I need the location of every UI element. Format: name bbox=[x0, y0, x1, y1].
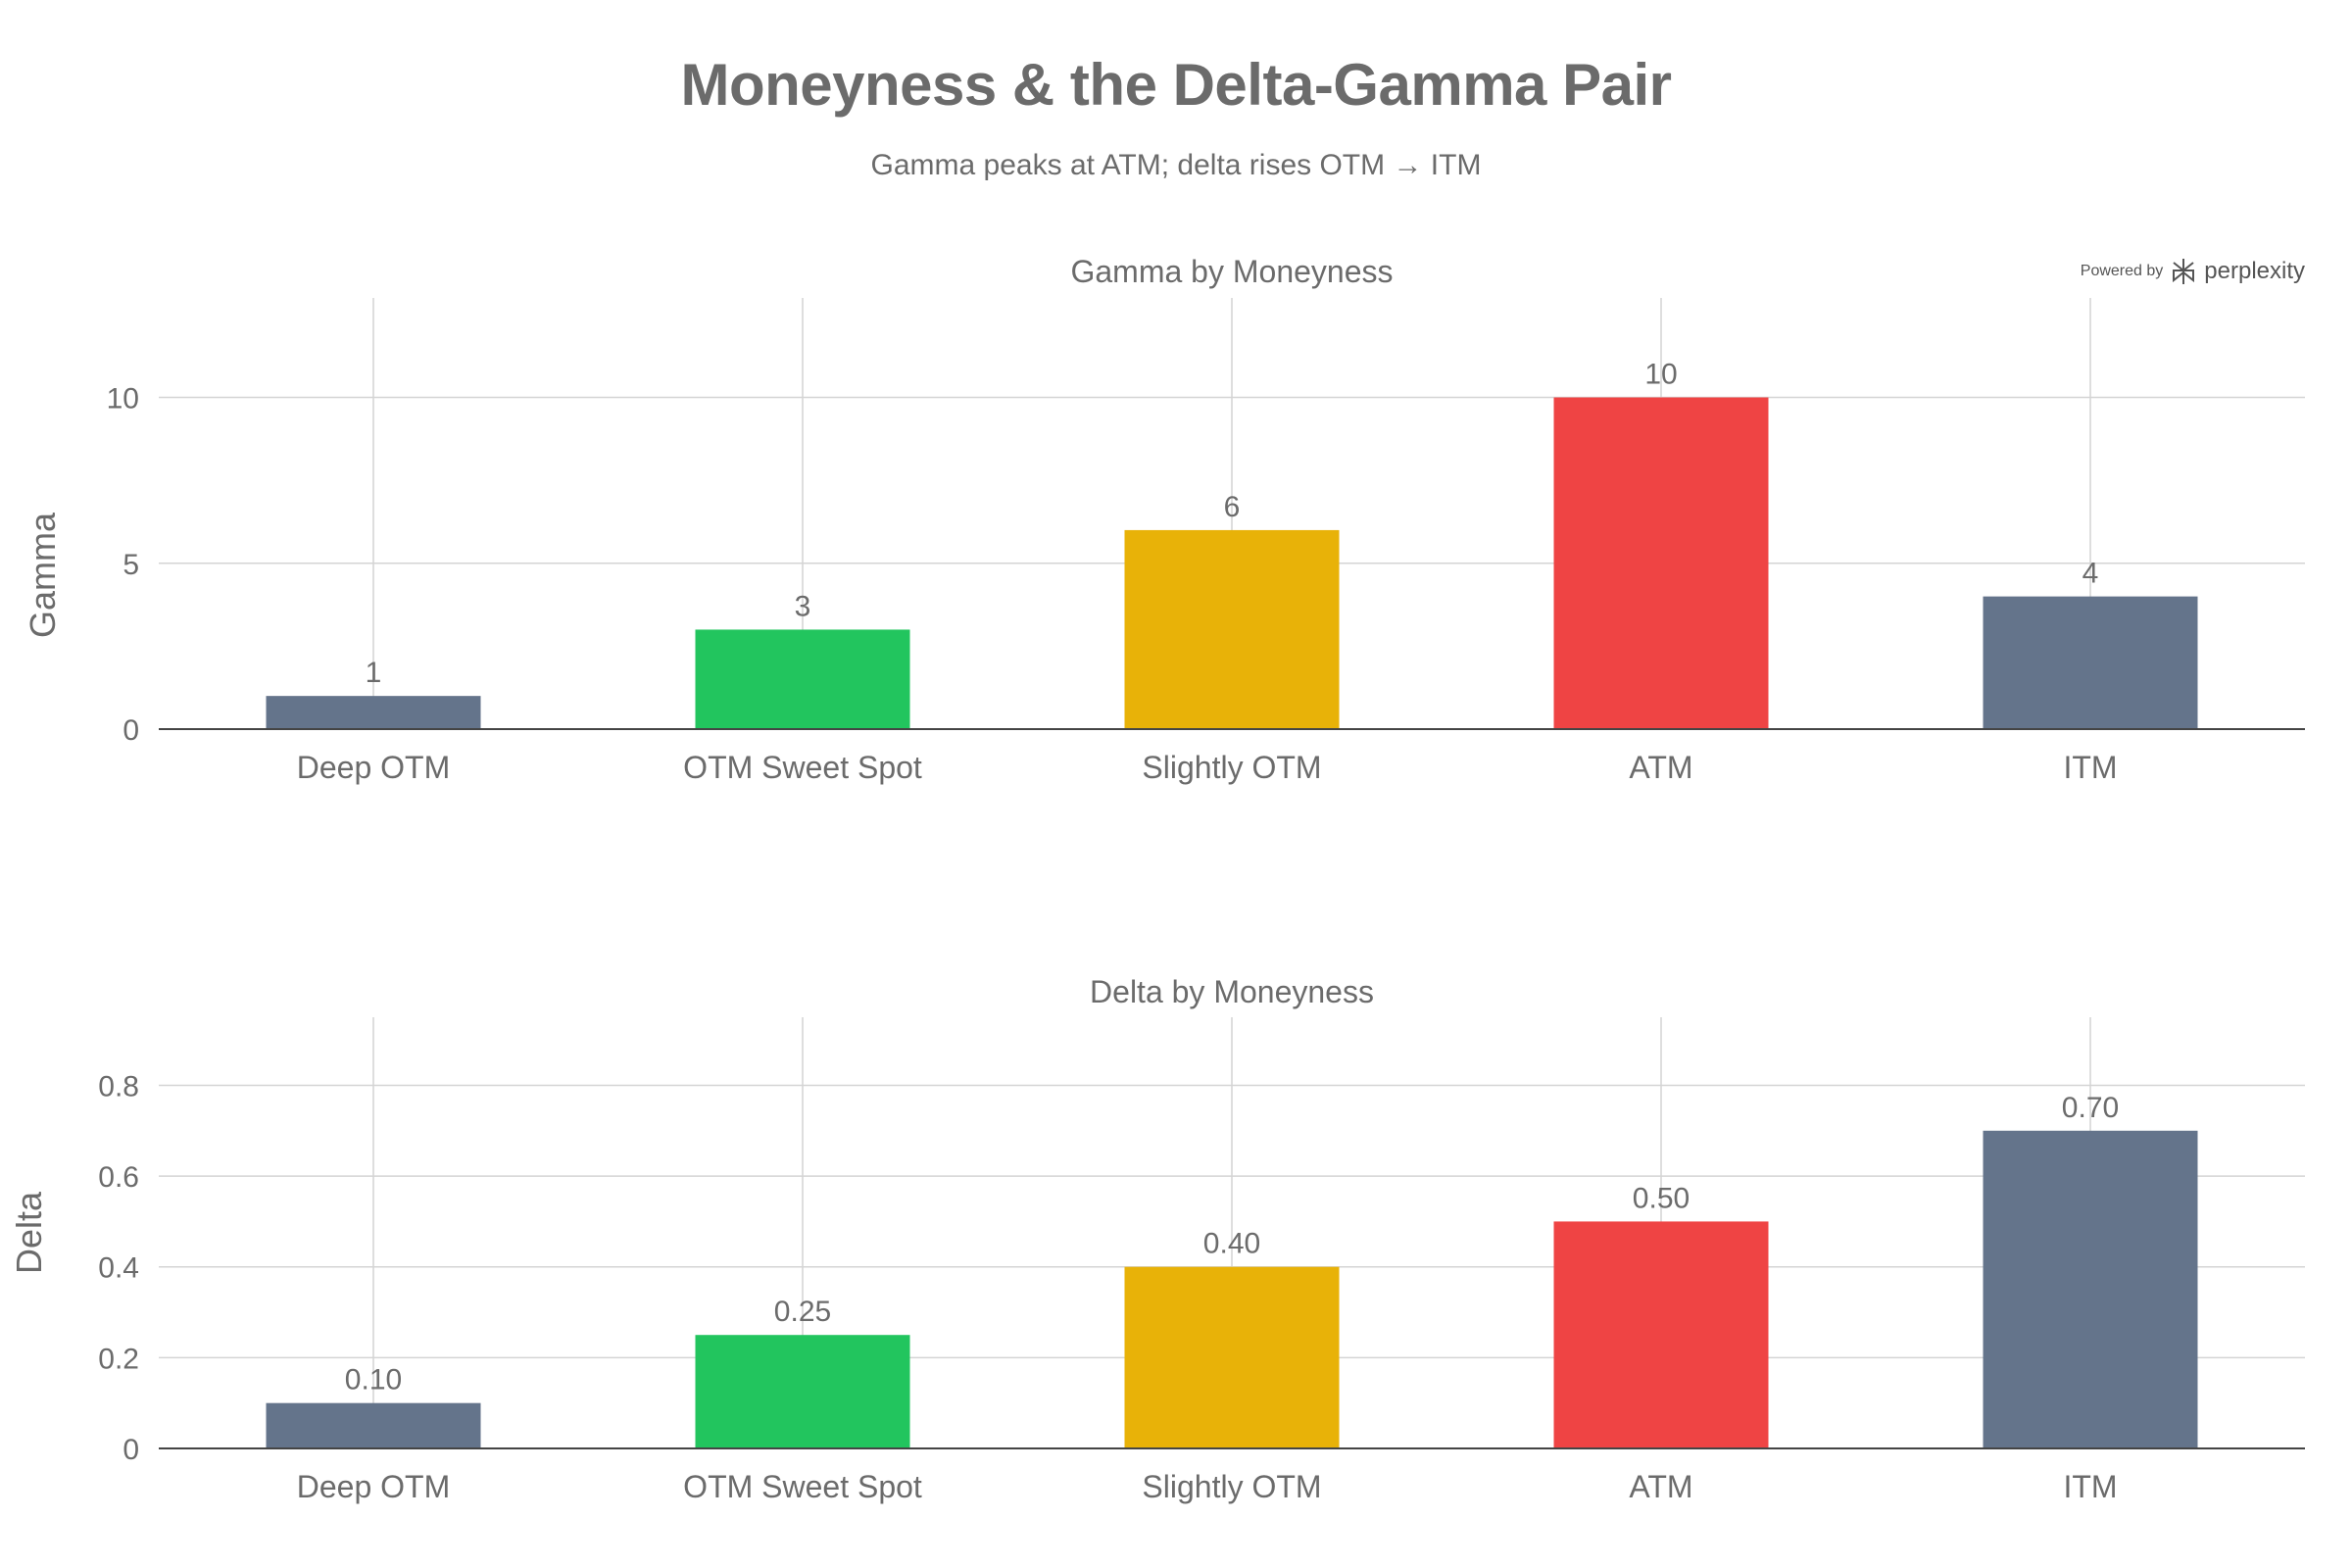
gamma-y-tick-label: 10 bbox=[107, 383, 139, 416]
gamma-x-tick-label: ATM bbox=[1629, 750, 1692, 785]
gamma-bar bbox=[1983, 596, 2198, 729]
delta-y-tick-label: 0.8 bbox=[98, 1070, 139, 1102]
gamma-bar bbox=[695, 629, 910, 729]
delta-y-axis-label: Delta bbox=[9, 1191, 49, 1274]
gamma-x-tick-label: ITM bbox=[2063, 750, 2117, 785]
delta-bar-value-label: 0.25 bbox=[774, 1296, 831, 1328]
gamma-bar bbox=[1553, 397, 1769, 729]
perplexity-brand-name: perplexity bbox=[2204, 258, 2305, 284]
delta-bar bbox=[695, 1335, 910, 1448]
delta-x-tick-label: Slightly OTM bbox=[1142, 1469, 1321, 1504]
gamma-x-tick-label: Slightly OTM bbox=[1142, 750, 1321, 785]
delta-y-tick-label: 0.6 bbox=[98, 1161, 139, 1194]
chart-main-subtitle: Gamma peaks at ATM; delta rises OTM → IT… bbox=[870, 149, 1482, 181]
gamma-bar bbox=[1124, 529, 1340, 729]
delta-x-tick-label: ATM bbox=[1629, 1469, 1692, 1504]
delta-x-tick-label: OTM Sweet Spot bbox=[683, 1469, 922, 1504]
gamma-x-tick-label: OTM Sweet Spot bbox=[683, 750, 922, 785]
gamma-bar-value-label: 3 bbox=[795, 590, 811, 622]
gamma-bar bbox=[266, 696, 481, 729]
perplexity-logo-icon bbox=[2173, 259, 2195, 284]
delta-y-tick-label: 0.4 bbox=[98, 1252, 139, 1285]
delta-y-tick-label: 0.2 bbox=[98, 1343, 139, 1375]
delta-bar bbox=[266, 1402, 481, 1448]
gamma-y-axis-label: Gamma bbox=[23, 512, 63, 638]
delta-x-tick-label: Deep OTM bbox=[297, 1469, 450, 1504]
delta-x-tick-label: ITM bbox=[2063, 1469, 2117, 1504]
gamma-x-tick-label: Deep OTM bbox=[297, 750, 450, 785]
gamma-subplot-title: Gamma by Moneyness bbox=[1070, 254, 1393, 289]
gamma-bar-value-label: 10 bbox=[1644, 359, 1677, 391]
gamma-bar-value-label: 4 bbox=[2082, 558, 2099, 590]
chart-main-title: Moneyness & the Delta-Gamma Pair bbox=[680, 52, 1672, 118]
powered-by-label: Powered by bbox=[2080, 263, 2164, 279]
delta-bar-value-label: 0.40 bbox=[1203, 1228, 1260, 1260]
delta-y-tick-label: 0 bbox=[122, 1434, 139, 1466]
gamma-bar-value-label: 1 bbox=[366, 657, 382, 689]
delta-subplot-title: Delta by Moneyness bbox=[1090, 974, 1374, 1009]
delta-bar-value-label: 0.10 bbox=[345, 1364, 402, 1396]
delta-bar bbox=[1983, 1130, 2198, 1448]
delta-bar bbox=[1553, 1221, 1769, 1448]
delta-bar bbox=[1124, 1266, 1340, 1448]
gamma-y-tick-label: 0 bbox=[122, 714, 139, 747]
delta-bar-value-label: 0.50 bbox=[1633, 1182, 1690, 1214]
delta-bar-value-label: 0.70 bbox=[2062, 1092, 2119, 1124]
gamma-y-tick-label: 5 bbox=[122, 549, 139, 581]
branding: Powered by perplexity bbox=[2081, 257, 2305, 286]
gamma-bar-value-label: 6 bbox=[1224, 491, 1241, 523]
